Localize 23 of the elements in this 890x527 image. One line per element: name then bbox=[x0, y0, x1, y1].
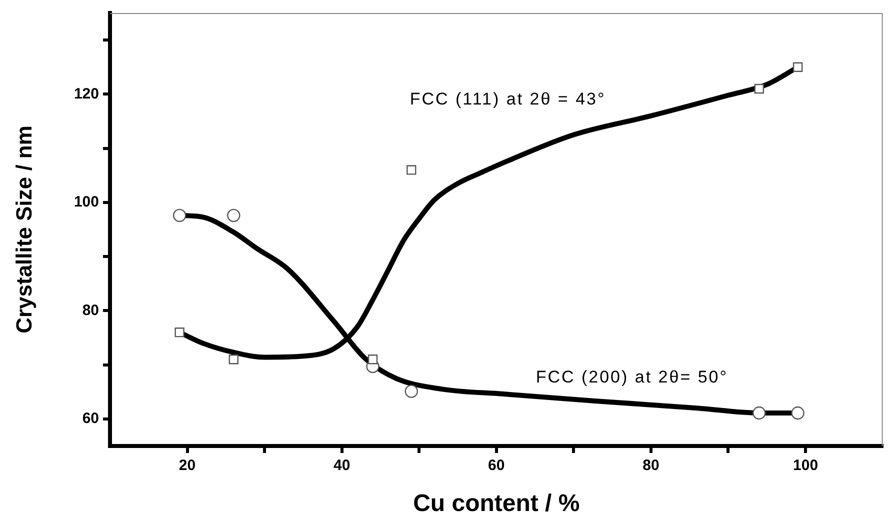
point bbox=[752, 406, 766, 420]
y-tick-label: 120 bbox=[74, 85, 99, 102]
point bbox=[172, 208, 186, 222]
x-axis-title: Cu content / % bbox=[413, 490, 580, 518]
point bbox=[792, 62, 803, 72]
x-tick-label: 100 bbox=[793, 457, 818, 474]
y-tick-label: 100 bbox=[74, 194, 99, 211]
point bbox=[404, 384, 418, 398]
annotation: FCC (200) at 2θ= 50° bbox=[536, 367, 728, 386]
point bbox=[754, 84, 764, 94]
point bbox=[791, 406, 804, 420]
x-tick-label: 60 bbox=[488, 457, 505, 474]
point bbox=[406, 165, 416, 175]
annotation: FCC (111) at 2θ = 43° bbox=[410, 89, 606, 108]
point bbox=[368, 354, 378, 364]
y-tick-label: 60 bbox=[82, 410, 99, 428]
x-tick-label: 40 bbox=[333, 457, 350, 474]
point bbox=[174, 327, 184, 338]
x-tick-label: 80 bbox=[642, 457, 660, 474]
y-axis-title: Crystallite Size / nm bbox=[11, 126, 36, 334]
y-tick-label: 80 bbox=[82, 302, 99, 319]
point bbox=[228, 354, 238, 364]
x-tick-label: 20 bbox=[178, 457, 196, 474]
